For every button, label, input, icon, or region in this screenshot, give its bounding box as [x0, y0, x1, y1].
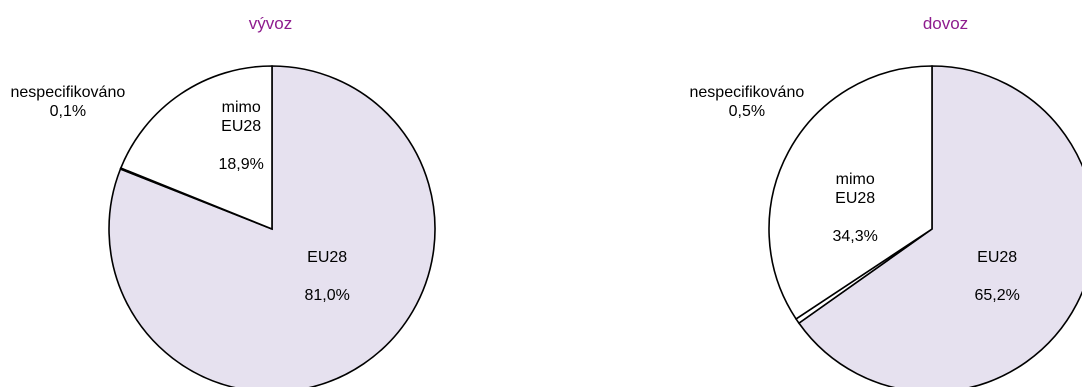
slice-label: nespecifikováno 0,5% [690, 83, 805, 121]
slice-name: mimo EU28 [835, 171, 876, 207]
pie-slice-non-eu28 [119, 65, 273, 231]
slice-name: nespecifikováno [689, 84, 805, 101]
slice-value: 0,1% [49, 103, 87, 120]
slice-name: mimo EU28 [221, 99, 262, 135]
pie-chart-export: vývoz EU28 81,0% nespecifikováno 0,1% mimo E… [11, 14, 436, 387]
slice-value: 65,2% [974, 287, 1020, 304]
pie-slice-non-eu28 [768, 65, 933, 321]
chart-title: dovoz [922, 14, 969, 33]
slice-value: 0,5% [728, 103, 766, 120]
slice-name: EU28 [977, 249, 1018, 266]
pie-slice-eu28 [797, 65, 1082, 387]
pie-chart-import: dovoz EU28 65,2% nespecifikováno 0,5% mimo E… [541, 0, 1082, 387]
chart-title: vývoz [248, 14, 293, 33]
slice-label: mimo EU28 34,3% [833, 170, 878, 246]
slice-label: EU28 81,0% [305, 248, 350, 305]
slice-label: mimo EU28 18,9% [219, 98, 264, 174]
slice-name: nespecifikováno [10, 84, 126, 101]
pie-svg-export [108, 65, 436, 387]
slice-value: 34,3% [832, 228, 878, 245]
slice-value: 18,9% [218, 156, 264, 173]
slice-label: nespecifikováno 0,1% [11, 83, 126, 121]
slice-value: 81,0% [304, 287, 350, 304]
pie-svg-import [768, 65, 1082, 387]
slice-name: EU28 [307, 249, 348, 266]
slice-label: EU28 65,2% [975, 248, 1020, 305]
